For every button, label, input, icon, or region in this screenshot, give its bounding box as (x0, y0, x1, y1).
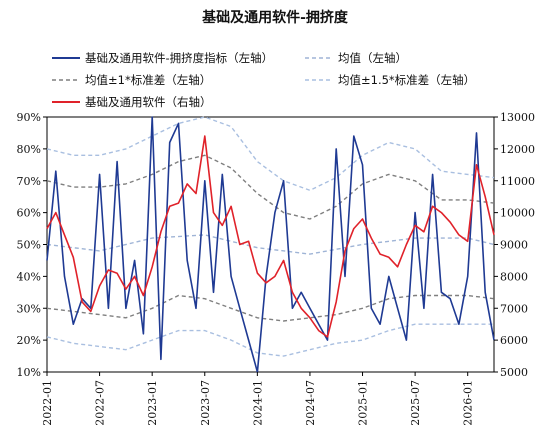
x-tick-label: 2026-01 (462, 380, 475, 426)
left-tick-label: 50% (17, 239, 41, 252)
legend-label: 均值±1*标准差（左轴） (85, 73, 211, 87)
left-tick-label: 80% (17, 143, 41, 156)
right-tick-label: 10000 (500, 207, 535, 220)
left-tick-label: 30% (17, 302, 41, 315)
right-tick-label: 9000 (500, 239, 528, 252)
series-3-lower-line (46, 323, 494, 357)
series-0-line (46, 116, 495, 373)
left-tick-label: 70% (17, 175, 41, 188)
right-tick-label: 12000 (500, 143, 535, 156)
chart-title: 基础及通用软件-拥挤度 (202, 9, 349, 26)
legend-label: 均值±1.5*标准差（左轴） (338, 73, 475, 87)
legend-label: 基础及通用软件（右轴） (85, 95, 212, 109)
right-tick-label: 11000 (500, 175, 535, 188)
right-tick-label: 8000 (500, 270, 528, 283)
series-layer (46, 116, 495, 373)
x-tick-label: 2024-01 (251, 380, 264, 426)
x-tick-label: 2024-07 (304, 380, 317, 426)
x-tick-label: 2022-01 (41, 380, 54, 426)
left-tick-label: 90% (17, 111, 41, 124)
series-3-line (46, 116, 495, 191)
legend-label: 均值（左轴） (338, 51, 407, 65)
series-2-line (46, 154, 495, 220)
left-axis: 10% 20% 30% 40% 50% 60% 70% 80% 90% (17, 111, 47, 379)
legend: 基础及通用软件-拥挤度指标（左轴） 均值（左轴） 均值±1*标准差（左轴） 均值±1.… (52, 51, 475, 109)
left-tick-label: 40% (17, 270, 41, 283)
left-tick-label: 10% (17, 366, 41, 379)
x-tick-label: 2025-01 (357, 380, 370, 426)
right-axis: 5000 6000 7000 8000 9000 10000 11000 12000 13000 (494, 111, 535, 379)
legend-label: 基础及通用软件-拥挤度指标（左轴） (85, 51, 273, 65)
right-tick-label: 7000 (500, 302, 528, 315)
series-2-lower-line (46, 294, 495, 322)
series-4-line (46, 135, 495, 338)
series-1-line (46, 234, 495, 255)
right-tick-label: 5000 (500, 366, 528, 379)
left-tick-label: 20% (17, 334, 41, 347)
x-tick-label: 2023-07 (199, 380, 212, 426)
right-tick-label: 13000 (500, 111, 535, 124)
x-tick-label: 2022-07 (94, 380, 107, 426)
x-tick-label: 2025-07 (409, 380, 422, 426)
x-tick-label: 2023-01 (146, 380, 159, 426)
left-tick-label: 60% (17, 207, 41, 220)
right-tick-label: 6000 (500, 334, 528, 347)
x-axis: 2022-01 2022-07 2023-01 2023-07 2024-01 2024-… (41, 372, 475, 426)
